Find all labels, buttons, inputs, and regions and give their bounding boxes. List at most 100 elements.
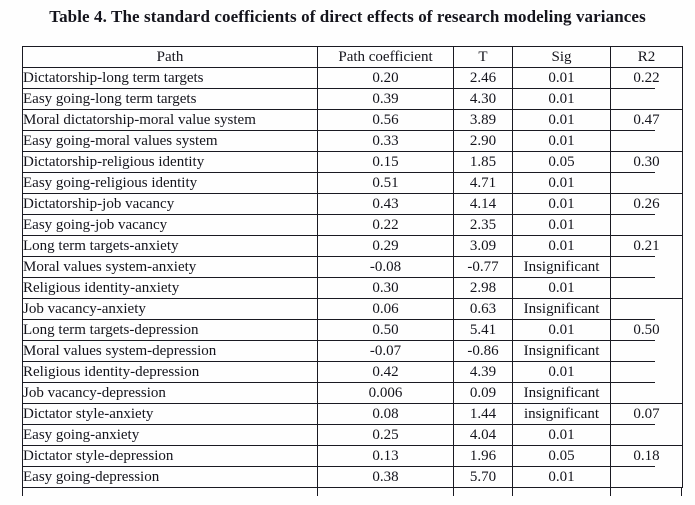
t-cell: -0.77 [453, 256, 513, 278]
t-cell: 2.90 [453, 130, 513, 152]
table-row: Dictator style-anxiety 0.08 1.44 insigni… [22, 403, 683, 446]
r2-cell: 0.21 [610, 235, 683, 299]
path-cell: Easy going-depression [22, 466, 318, 488]
path-cell: Dictatorship-job vacancy [22, 193, 318, 215]
coefficient-cell: 0.006 [317, 382, 454, 404]
path-cell: Dictator style-depression [22, 445, 318, 467]
column-line-stub [681, 488, 682, 496]
header-sig: Sig [512, 46, 611, 68]
r2-value: 0.07 [633, 406, 660, 422]
table-row: Moral values system-anxiety -0.08 -0.77 … [22, 256, 683, 278]
table-row: Moral values system-depression -0.07 -0.… [22, 340, 683, 362]
header-r2: R2 [610, 46, 683, 68]
table-row: Religious identity-anxiety 0.30 2.98 0.0… [22, 277, 683, 299]
table-row: Job vacancy-depression 0.006 0.09 Insign… [22, 382, 683, 404]
r2-cell: 0.07 [610, 403, 683, 446]
column-line-stub [317, 488, 318, 496]
r2-cell: 0.30 [610, 151, 683, 194]
r2-cell: 0.22 [610, 67, 683, 110]
coefficient-cell: 0.39 [317, 88, 454, 110]
coefficient-cell: 0.15 [317, 151, 454, 173]
t-cell: 4.71 [453, 172, 513, 194]
sig-cell: 0.01 [512, 424, 611, 446]
coefficient-cell: 0.30 [317, 277, 454, 299]
coefficient-cell: -0.08 [317, 256, 454, 278]
r2-value: 0.47 [633, 112, 660, 128]
coefficient-cell: -0.07 [317, 340, 454, 362]
sig-cell: insignificant [512, 403, 611, 425]
path-cell: Dictator style-anxiety [22, 403, 318, 425]
table-row: Dictatorship-job vacancy 0.43 4.14 0.01 … [22, 193, 683, 236]
r2-value: 0.18 [633, 448, 660, 464]
path-cell: Job vacancy-depression [22, 382, 318, 404]
coefficient-cell: 0.20 [317, 67, 454, 89]
sig-cell: Insignificant [512, 298, 611, 320]
header-path-coefficient: Path coefficient [317, 46, 454, 68]
coefficients-table: Path Path coefficient T Sig R2 Dictators… [22, 46, 683, 488]
t-cell: 2.98 [453, 277, 513, 299]
table-row: Dictatorship-religious identity 0.15 1.8… [22, 151, 683, 194]
sig-cell: 0.01 [512, 235, 611, 257]
r2-value: 0.30 [633, 154, 660, 170]
r2-value: 0.21 [633, 238, 660, 254]
t-cell: 0.09 [453, 382, 513, 404]
cell-divider-line [611, 130, 656, 131]
path-cell: Moral dictatorship-moral value system [22, 109, 318, 131]
coefficient-cell: 0.33 [317, 130, 454, 152]
path-cell: Easy going-long term targets [22, 88, 318, 110]
sig-cell: 0.01 [512, 319, 611, 341]
t-cell: 5.41 [453, 319, 513, 341]
column-line-stub [610, 488, 611, 496]
sig-cell: 0.01 [512, 193, 611, 215]
cell-divider-line [611, 340, 656, 341]
table-title: Table 4. The standard coefficients of di… [49, 7, 646, 26]
path-cell: Moral values system-depression [22, 340, 318, 362]
path-cell: Job vacancy-anxiety [22, 298, 318, 320]
table-row: Easy going-depression 0.38 5.70 0.01 [22, 466, 683, 488]
table-row: Easy going-job vacancy 0.22 2.35 0.01 [22, 214, 683, 236]
table-row: Easy going-religious identity 0.51 4.71 … [22, 172, 683, 194]
table-row: Job vacancy-anxiety 0.06 0.63 Insignific… [22, 298, 683, 404]
t-cell: 1.85 [453, 151, 513, 173]
sig-cell: 0.01 [512, 67, 611, 89]
path-cell: Easy going-religious identity [22, 172, 318, 194]
r2-value: 0.50 [633, 322, 660, 338]
sig-cell: 0.01 [512, 130, 611, 152]
t-cell: 5.70 [453, 466, 513, 488]
cell-divider-line [611, 214, 656, 215]
t-cell: 3.89 [453, 109, 513, 131]
sig-cell: 0.01 [512, 361, 611, 383]
path-cell: Moral values system-anxiety [22, 256, 318, 278]
sig-cell: Insignificant [512, 256, 611, 278]
path-cell: Dictatorship-long term targets [22, 67, 318, 89]
table-row: Easy going-moral values system 0.33 2.90… [22, 130, 683, 152]
coefficient-cell: 0.25 [317, 424, 454, 446]
sig-cell: 0.01 [512, 466, 611, 488]
table-row: Dictator style-depression 0.13 1.96 0.05… [22, 445, 683, 488]
t-cell: 2.46 [453, 67, 513, 89]
r2-value: 0.22 [633, 70, 660, 86]
t-cell: 3.09 [453, 235, 513, 257]
sig-cell: Insignificant [512, 340, 611, 362]
coefficient-cell: 0.51 [317, 172, 454, 194]
cell-divider-line [611, 88, 656, 89]
cell-divider-line [611, 466, 656, 467]
path-cell: Dictatorship-religious identity [22, 151, 318, 173]
coefficient-cell: 0.08 [317, 403, 454, 425]
path-cell: Long term targets-depression [22, 319, 318, 341]
table-header-row: Path Path coefficient T Sig R2 [22, 46, 683, 68]
t-cell: 4.39 [453, 361, 513, 383]
path-cell: Religious identity-depression [22, 361, 318, 383]
sig-cell: 0.01 [512, 214, 611, 236]
path-cell: Easy going-moral values system [22, 130, 318, 152]
table-row: Dictatorship-long term targets 0.20 2.46… [22, 67, 683, 110]
r2-cell: 0.18 [610, 445, 683, 488]
table-row: Easy going-long term targets 0.39 4.30 0… [22, 88, 683, 110]
path-cell: Long term targets-anxiety [22, 235, 318, 257]
coefficient-cell: 0.22 [317, 214, 454, 236]
cell-divider-line [611, 424, 656, 425]
coefficient-cell: 0.42 [317, 361, 454, 383]
cell-divider-line [611, 256, 656, 257]
sig-cell: 0.01 [512, 109, 611, 131]
r2-cell: 0.26 [610, 193, 683, 236]
